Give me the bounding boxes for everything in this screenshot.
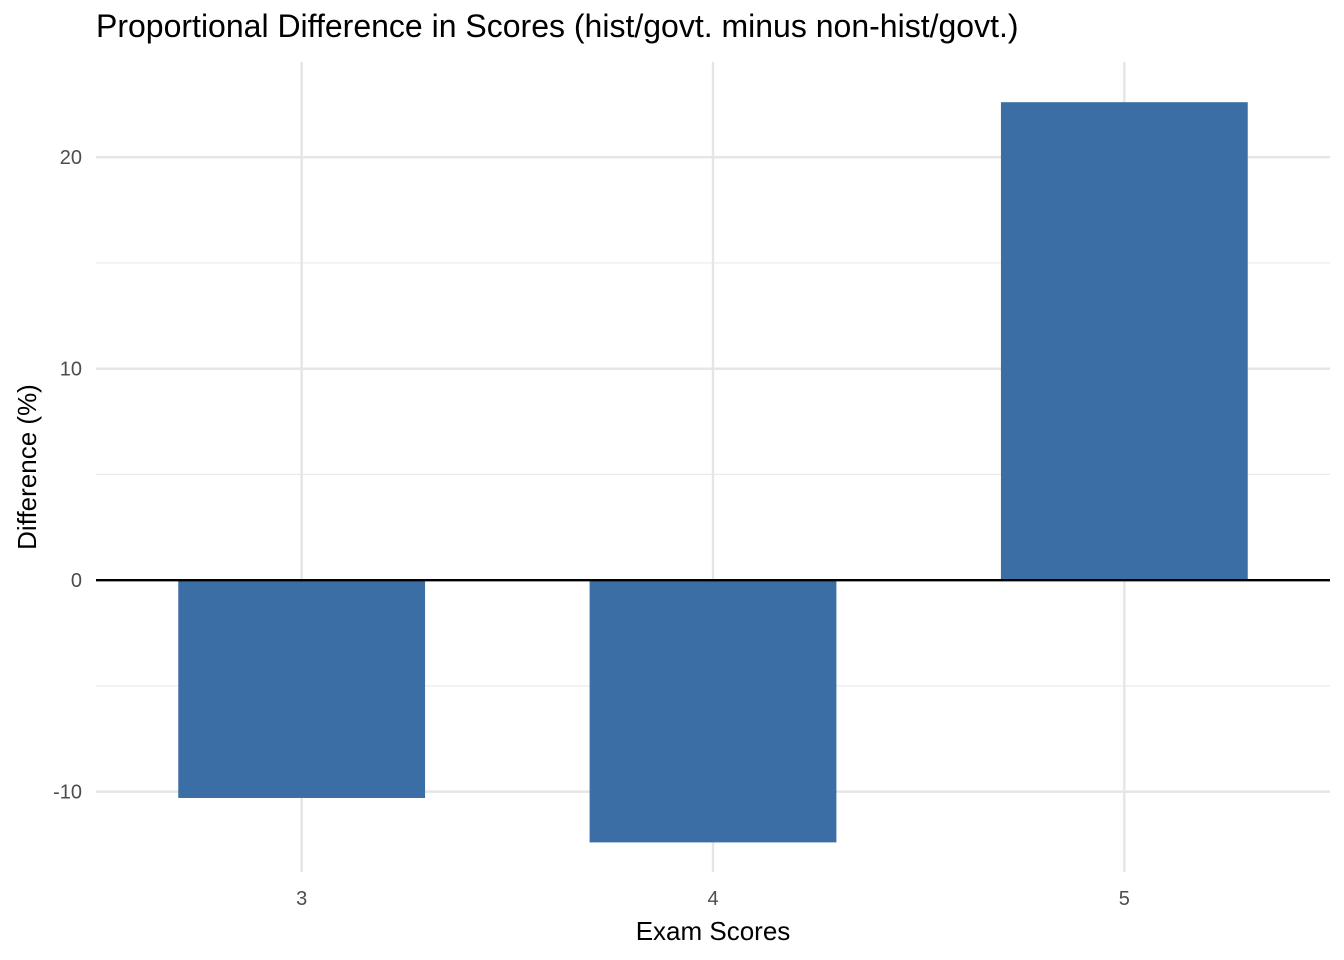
bar-score-5 xyxy=(1000,102,1248,581)
x-axis-tick-labels: 3 4 5 xyxy=(296,888,1130,910)
x-tick-label: 5 xyxy=(1119,888,1130,910)
y-tick-label: 0 xyxy=(71,570,82,592)
x-tick-label: 4 xyxy=(707,888,718,910)
x-axis-title: Exam Scores xyxy=(636,916,791,946)
x-tick-label: 3 xyxy=(296,888,307,910)
y-axis-tick-labels: -10 0 10 20 xyxy=(53,147,82,803)
chart-title: Proportional Difference in Scores (hist/… xyxy=(96,8,1019,44)
y-axis-title: Difference (%) xyxy=(12,384,42,550)
bars xyxy=(178,102,1248,843)
y-tick-label: -10 xyxy=(53,782,82,804)
bar-score-4 xyxy=(589,580,837,843)
bar-score-3 xyxy=(178,580,426,798)
y-tick-label: 20 xyxy=(60,147,82,169)
y-tick-label: 10 xyxy=(60,359,82,381)
